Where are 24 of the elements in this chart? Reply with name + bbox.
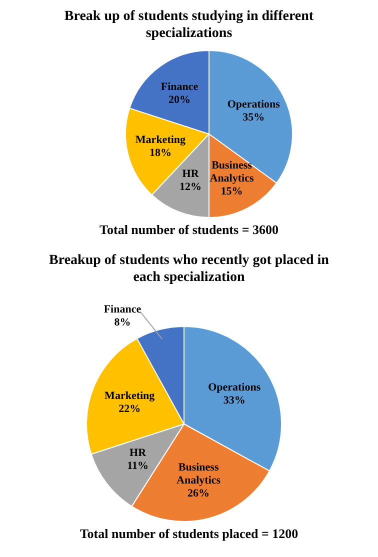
slice-label: HR xyxy=(182,168,200,180)
text: Total number of students = 3600 xyxy=(98,222,280,238)
data-label: 12% xyxy=(180,180,202,193)
slice-label: Finance xyxy=(160,80,198,93)
text: Total number of students placed = 1200 xyxy=(78,526,300,542)
slice-label: Business Analytics xyxy=(210,159,254,184)
data-label: 8% xyxy=(114,316,131,328)
data-label: 15% xyxy=(220,185,243,198)
chart-title: Break up of students studying in different specializations xyxy=(63,8,315,42)
slice-label: Business Analytics xyxy=(176,462,222,487)
data-label: 26% xyxy=(188,488,210,500)
data-label: 11% xyxy=(127,460,148,472)
data-label: 18% xyxy=(149,146,172,159)
data-label: 33% xyxy=(223,394,246,407)
slice-label: Operations xyxy=(208,382,262,394)
data-label: 20% xyxy=(168,94,191,106)
chart-title: Breakup of students who recently got placed in each specialization xyxy=(48,252,330,286)
slice-label: Marketing xyxy=(104,390,156,402)
slice-label: Operations xyxy=(227,98,281,111)
slice-label: HR xyxy=(130,447,148,460)
data-label: 35% xyxy=(242,112,265,124)
slice-label: Marketing xyxy=(135,134,186,146)
data-label: 22% xyxy=(118,402,141,415)
slice-label: Finance xyxy=(104,303,142,316)
